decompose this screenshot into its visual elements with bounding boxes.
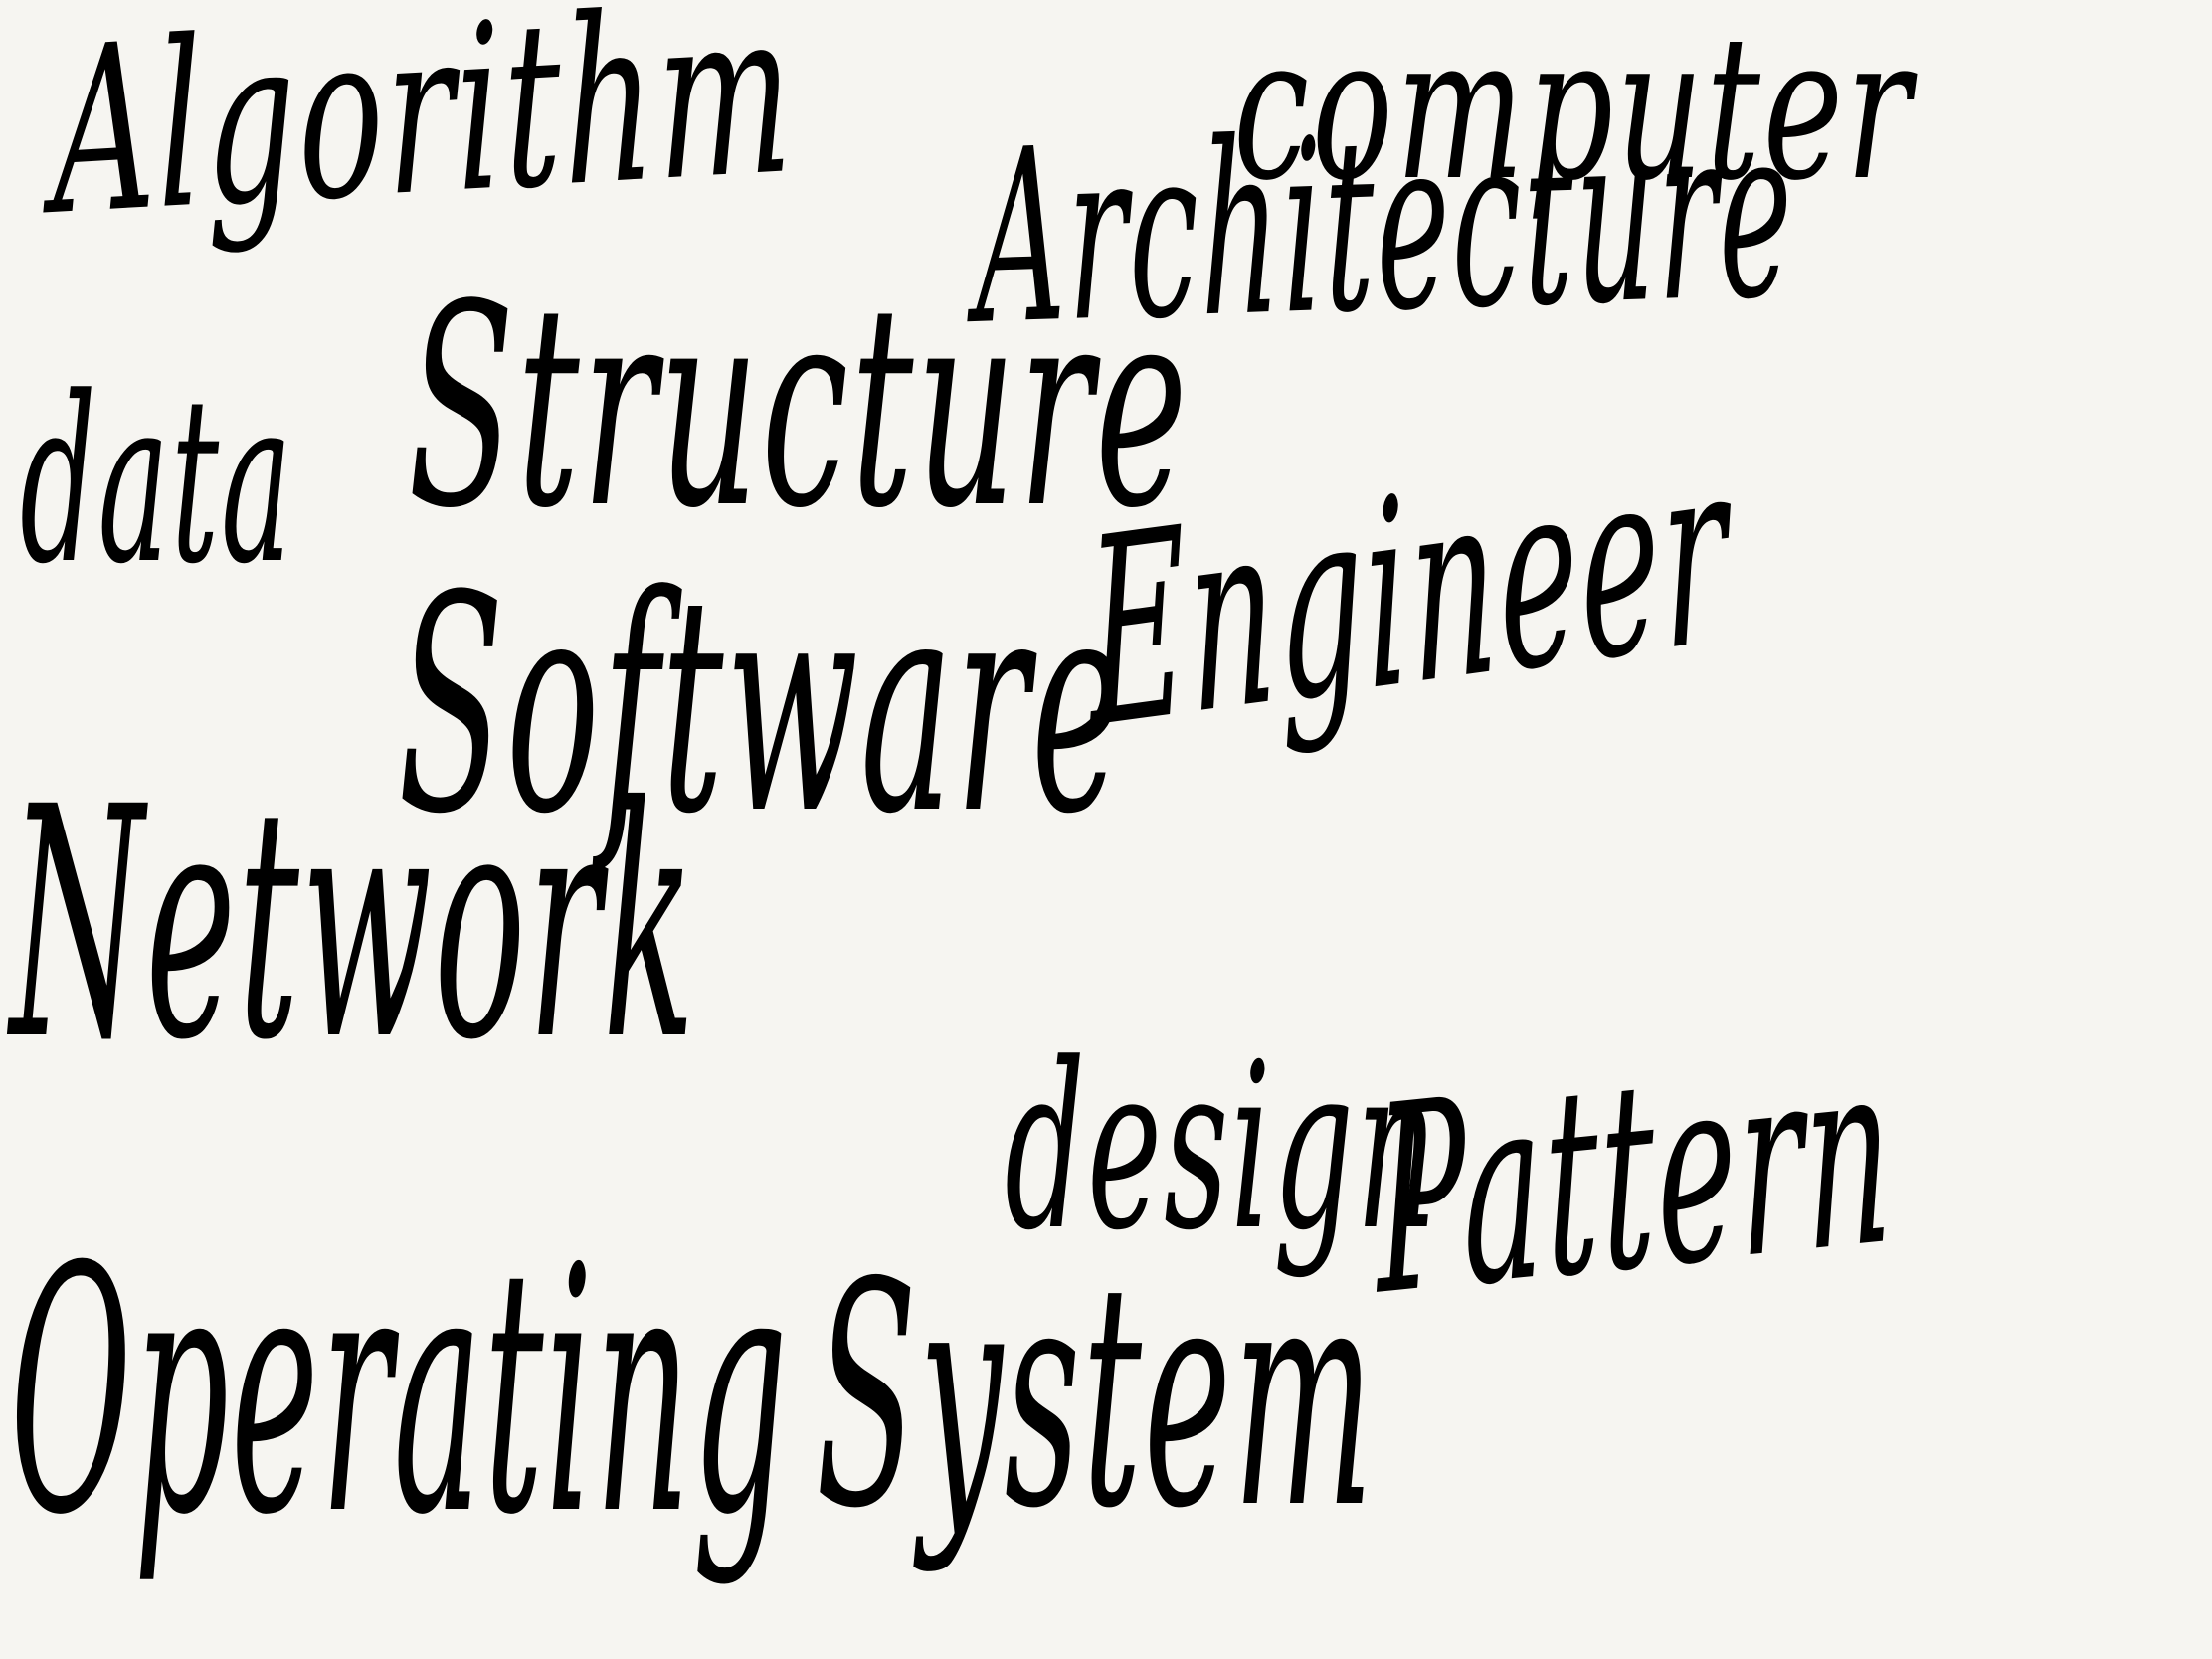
word-system: System bbox=[816, 1217, 1376, 1576]
word-algorithm: Algorithm bbox=[49, 0, 798, 267]
word-computer: computer bbox=[1233, 0, 1914, 225]
word-data: data bbox=[20, 349, 294, 615]
word-design: design bbox=[1005, 1015, 1439, 1281]
word-engineer: Engineer bbox=[1083, 400, 1734, 787]
word-pattern: Pattern bbox=[1372, 1001, 1898, 1354]
word-structure: Structure bbox=[408, 246, 1191, 570]
word-network: Network bbox=[10, 740, 697, 1110]
word-software: Software bbox=[398, 532, 1126, 879]
word-operating: Operating bbox=[10, 1196, 790, 1589]
